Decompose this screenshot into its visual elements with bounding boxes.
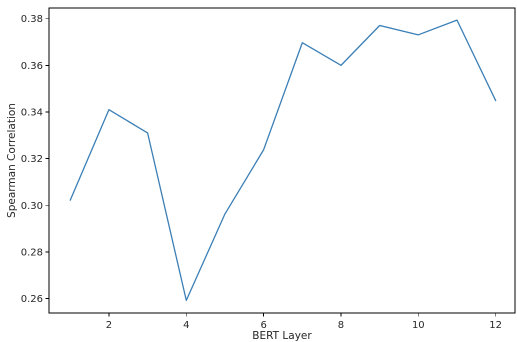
x-axis-ticks: 2 4 6 8 10 12 xyxy=(106,313,502,331)
series-line xyxy=(69,19,497,302)
x-axis-title: BERT Layer xyxy=(252,330,312,342)
x-tick-label: 8 xyxy=(338,320,344,331)
series-layer xyxy=(69,19,497,302)
plot-area xyxy=(48,7,516,314)
y-axis-ticks: 0.26 0.28 0.30 0.32 0.34 0.36 0.38 xyxy=(21,14,49,305)
y-tick-label: 0.36 xyxy=(21,61,43,72)
y-tick-label: 0.28 xyxy=(21,247,43,258)
y-tick-label: 0.30 xyxy=(21,201,43,212)
y-tick-label: 0.38 xyxy=(21,14,43,25)
x-tick-label: 4 xyxy=(183,320,189,331)
x-tick-label: 6 xyxy=(260,320,266,331)
y-tick-label: 0.32 xyxy=(21,154,43,165)
y-tick-label: 0.26 xyxy=(21,294,43,305)
y-axis-title: Spearman Correlation xyxy=(6,103,18,218)
x-tick-label: 2 xyxy=(106,320,112,331)
axes-frame xyxy=(48,7,516,314)
y-tick-label: 0.34 xyxy=(21,107,43,118)
x-tick-label: 10 xyxy=(412,320,425,331)
x-tick-label: 12 xyxy=(489,320,502,331)
